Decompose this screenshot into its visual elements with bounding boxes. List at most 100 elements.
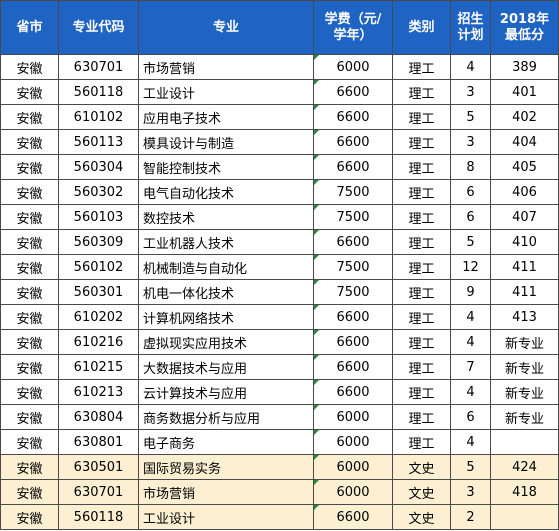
cell-fee: 6600 (313, 504, 393, 530)
cell-min-score: 新专业 (490, 379, 559, 405)
cell-code: 560309 (58, 229, 139, 255)
table-row: 安徽 560301 机电一体化技术 7500 理工 9 411 (0, 279, 559, 305)
cell-min-score: 418 (490, 479, 559, 505)
cell-major: 模具设计与制造 (138, 129, 314, 155)
cell-province: 安徽 (0, 179, 59, 205)
cell-major: 计算机网络技术 (138, 304, 314, 330)
table-row: 安徽 610215 大数据技术与应用 6600 理工 7 新专业 (0, 354, 559, 380)
table-row: 安徽 630701 市场营销 6000 理工 4 389 (0, 54, 559, 80)
cell-min-score: 424 (490, 454, 559, 480)
header-enroll-label: 招生计划 (457, 11, 484, 43)
cell-category: 理工 (392, 254, 451, 280)
cell-enroll: 8 (450, 154, 491, 180)
cell-category: 理工 (392, 379, 451, 405)
cell-major: 机电一体化技术 (138, 279, 314, 305)
cell-province: 安徽 (0, 154, 59, 180)
cell-enroll: 7 (450, 354, 491, 380)
cell-min-score: 新专业 (490, 329, 559, 355)
cell-fee: 6000 (313, 54, 393, 80)
cell-min-score: 411 (490, 254, 559, 280)
cell-province: 安徽 (0, 404, 59, 430)
cell-province: 安徽 (0, 129, 59, 155)
cell-province: 安徽 (0, 79, 59, 105)
cell-fee: 6600 (313, 354, 393, 380)
cell-fee: 7500 (313, 279, 393, 305)
table-row: 安徽 610202 计算机网络技术 6600 理工 4 413 (0, 304, 559, 330)
header-enroll: 招生计划 (450, 0, 491, 55)
table-row: 安徽 560118 工业设计 6600 文史 2 (0, 504, 559, 530)
cell-enroll: 5 (450, 104, 491, 130)
cell-province: 安徽 (0, 54, 59, 80)
cell-code: 610213 (58, 379, 139, 405)
cell-min-score: 407 (490, 204, 559, 230)
cell-category: 理工 (392, 229, 451, 255)
cell-min-score (490, 429, 559, 455)
header-province: 省市 (0, 0, 59, 55)
cell-min-score: 新专业 (490, 404, 559, 430)
cell-code: 610215 (58, 354, 139, 380)
cell-fee: 6600 (313, 329, 393, 355)
cell-major: 机械制造与自动化 (138, 254, 314, 280)
cell-fee: 6600 (313, 304, 393, 330)
cell-enroll: 3 (450, 79, 491, 105)
cell-code: 560302 (58, 179, 139, 205)
header-fee-label: 学费（元/学年） (324, 11, 382, 43)
cell-min-score: 411 (490, 279, 559, 305)
table-row: 安徽 630804 商务数据分析与应用 6000 理工 6 新专业 (0, 404, 559, 430)
cell-enroll: 4 (450, 329, 491, 355)
cell-fee: 6600 (313, 379, 393, 405)
cell-major: 数控技术 (138, 204, 314, 230)
table-row: 安徽 560309 工业机器人技术 6600 理工 5 410 (0, 229, 559, 255)
cell-major: 商务数据分析与应用 (138, 404, 314, 430)
cell-min-score: 413 (490, 304, 559, 330)
table-row: 安徽 610213 云计算技术与应用 6600 理工 4 新专业 (0, 379, 559, 405)
cell-enroll: 4 (450, 54, 491, 80)
cell-category: 理工 (392, 79, 451, 105)
cell-province: 安徽 (0, 279, 59, 305)
cell-fee: 6000 (313, 429, 393, 455)
cell-code: 610216 (58, 329, 139, 355)
cell-major: 工业设计 (138, 504, 314, 530)
cell-enroll: 4 (450, 429, 491, 455)
cell-code: 560304 (58, 154, 139, 180)
cell-fee: 6000 (313, 404, 393, 430)
cell-code: 560118 (58, 504, 139, 530)
table-row: 安徽 560103 数控技术 7500 理工 6 407 (0, 204, 559, 230)
cell-province: 安徽 (0, 204, 59, 230)
cell-province: 安徽 (0, 229, 59, 255)
cell-province: 安徽 (0, 304, 59, 330)
table-row: 安徽 560113 模具设计与制造 6600 理工 3 404 (0, 129, 559, 155)
table-row: 安徽 560102 机械制造与自动化 7500 理工 12 411 (0, 254, 559, 280)
cell-major: 市场营销 (138, 54, 314, 80)
header-row: 省市 专业代码 专业 学费（元/学年） 类别 招生计划 2018年最低分 (0, 0, 559, 55)
cell-min-score: 410 (490, 229, 559, 255)
cell-fee: 7500 (313, 179, 393, 205)
cell-province: 安徽 (0, 329, 59, 355)
cell-province: 安徽 (0, 454, 59, 480)
cell-major: 应用电子技术 (138, 104, 314, 130)
cell-province: 安徽 (0, 104, 59, 130)
cell-code: 630701 (58, 54, 139, 80)
cell-code: 560113 (58, 129, 139, 155)
table-header: 省市 专业代码 专业 学费（元/学年） 类别 招生计划 2018年最低分 (0, 0, 559, 55)
cell-enroll: 3 (450, 479, 491, 505)
cell-category: 理工 (392, 404, 451, 430)
header-min-score: 2018年最低分 (490, 0, 559, 55)
header-major: 专业 (138, 0, 314, 55)
cell-enroll: 5 (450, 454, 491, 480)
cell-major: 智能控制技术 (138, 154, 314, 180)
cell-enroll: 12 (450, 254, 491, 280)
cell-province: 安徽 (0, 479, 59, 505)
cell-min-score (490, 504, 559, 530)
header-category: 类别 (392, 0, 451, 55)
cell-province: 安徽 (0, 254, 59, 280)
cell-major: 电子商务 (138, 429, 314, 455)
cell-fee: 6600 (313, 79, 393, 105)
cell-category: 理工 (392, 179, 451, 205)
table-row: 安徽 630701 市场营销 6000 文史 3 418 (0, 479, 559, 505)
cell-fee: 6600 (313, 229, 393, 255)
cell-major: 国际贸易实务 (138, 454, 314, 480)
cell-category: 文史 (392, 454, 451, 480)
cell-fee: 6600 (313, 154, 393, 180)
cell-enroll: 6 (450, 204, 491, 230)
